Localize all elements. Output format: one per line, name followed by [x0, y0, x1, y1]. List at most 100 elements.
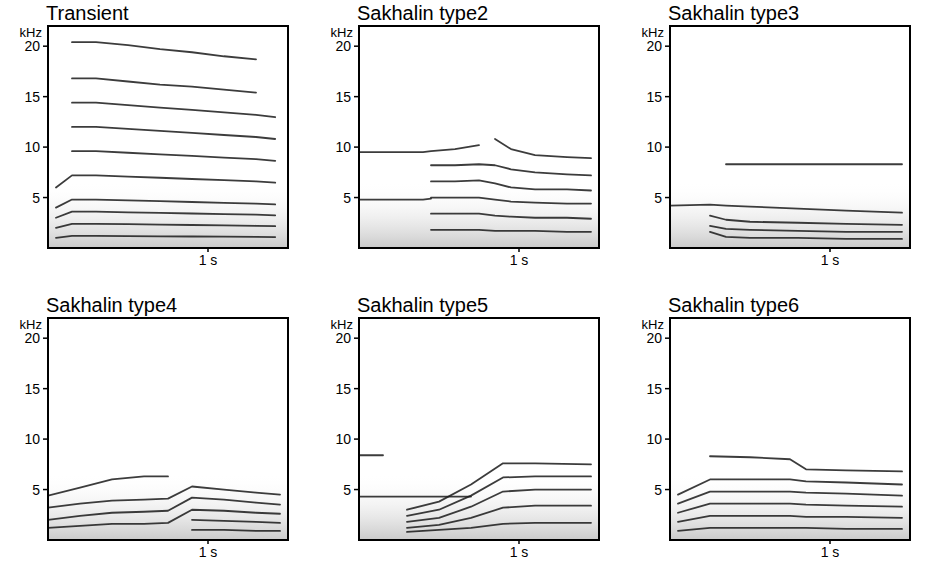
y-tick	[665, 96, 670, 98]
x-tick-label: 1 s	[821, 544, 840, 560]
x-tick-label: 1 s	[821, 252, 840, 268]
harmonic-contour	[72, 42, 256, 59]
y-tick-label: 15	[24, 89, 40, 105]
y-tick	[665, 489, 670, 491]
harmonic-contour	[56, 175, 275, 187]
y-tick	[43, 96, 48, 98]
harmonic-contour	[670, 205, 902, 213]
figure: TransientkHz51015201 sSakhalin type2kHz5…	[0, 0, 934, 571]
harmonic-contour	[407, 523, 591, 532]
plot-frame	[48, 318, 288, 540]
background-noise	[48, 318, 288, 540]
harmonic-contour	[431, 230, 591, 232]
y-tick-label: 10	[24, 431, 40, 447]
harmonic-contour	[48, 498, 280, 520]
harmonic-contour	[359, 496, 471, 498]
x-tick-label: 1 s	[510, 544, 529, 560]
y-tick-label: 5	[343, 190, 351, 206]
panel-title: Sakhalin type3	[668, 2, 799, 24]
harmonic-contour	[72, 127, 275, 139]
harmonic-contour	[72, 103, 275, 118]
harmonic-contour	[710, 226, 902, 232]
y-tick-label: 20	[646, 38, 662, 54]
y-tick	[43, 146, 48, 148]
plot-frame	[359, 318, 599, 540]
y-tick-label: 5	[654, 482, 662, 498]
plot-frame	[670, 26, 910, 248]
harmonic-contour	[192, 520, 280, 523]
background-noise	[359, 26, 599, 248]
panel-title: Sakhalin type2	[357, 2, 488, 24]
y-tick	[665, 45, 670, 47]
y-tick	[354, 489, 359, 491]
y-tick	[665, 146, 670, 148]
background-noise	[670, 26, 910, 248]
y-tick	[43, 197, 48, 199]
plot-frame	[359, 26, 599, 248]
harmonic-contour	[192, 530, 280, 531]
y-tick-label: 10	[335, 431, 351, 447]
harmonic-contour	[56, 200, 275, 208]
harmonic-contour	[359, 454, 383, 456]
harmonic-contour	[48, 487, 280, 508]
panel-title: Transient	[46, 2, 129, 24]
harmonic-contour	[48, 510, 280, 528]
harmonic-contour	[56, 224, 275, 228]
harmonic-contour	[726, 163, 902, 165]
harmonic-contour	[56, 236, 275, 238]
y-tick-label: 20	[335, 330, 351, 346]
background-noise	[48, 26, 288, 248]
y-tick-label: 20	[646, 330, 662, 346]
y-tick	[354, 45, 359, 47]
x-tick-label: 1 s	[510, 252, 529, 268]
background-noise	[670, 318, 910, 540]
y-tick-label: 20	[24, 38, 40, 54]
y-tick	[43, 438, 48, 440]
contours	[359, 139, 591, 232]
harmonic-contour	[56, 212, 275, 218]
plot-frame	[48, 26, 288, 248]
contours	[670, 164, 902, 239]
y-tick	[354, 337, 359, 339]
harmonic-contour	[710, 216, 902, 225]
panel: Sakhalin type3kHz51015201 s	[642, 2, 910, 268]
x-tick-label: 1 s	[199, 252, 218, 268]
harmonic-contour	[495, 139, 591, 158]
harmonic-contour	[359, 199, 431, 200]
y-tick-label: 5	[32, 482, 40, 498]
contours	[678, 456, 902, 531]
y-tick-label: 10	[646, 139, 662, 155]
harmonic-contour	[678, 504, 902, 513]
harmonic-contour	[678, 516, 902, 522]
harmonic-contour	[431, 198, 591, 204]
y-tick-label: 5	[654, 190, 662, 206]
contours	[48, 476, 280, 530]
harmonic-contour	[431, 214, 591, 219]
harmonic-contour	[710, 232, 902, 239]
harmonic-contour	[710, 456, 902, 471]
y-tick	[43, 388, 48, 390]
y-tick	[665, 388, 670, 390]
y-tick-label: 20	[24, 330, 40, 346]
y-tick	[43, 337, 48, 339]
harmonic-contour	[431, 164, 591, 175]
panel: Sakhalin type2kHz51015201 s	[331, 2, 599, 268]
y-tick-label: 10	[335, 139, 351, 155]
harmonic-contour	[407, 463, 591, 509]
panel-title: Sakhalin type6	[668, 294, 799, 316]
y-tick-label: 15	[335, 381, 351, 397]
y-tick	[665, 438, 670, 440]
panel: TransientkHz51015201 s	[20, 2, 288, 268]
panel: Sakhalin type5kHz51015201 s	[331, 294, 599, 560]
y-tick	[354, 197, 359, 199]
contours	[56, 42, 275, 238]
harmonic-contour	[72, 151, 275, 161]
y-tick-label: 10	[24, 139, 40, 155]
harmonic-contour	[72, 78, 256, 92]
y-tick-label: 15	[24, 381, 40, 397]
y-tick	[665, 197, 670, 199]
harmonic-contour	[678, 528, 902, 531]
y-tick	[354, 96, 359, 98]
panel: Sakhalin type6kHz51015201 s	[642, 294, 910, 560]
panel-title: Sakhalin type5	[357, 294, 488, 316]
